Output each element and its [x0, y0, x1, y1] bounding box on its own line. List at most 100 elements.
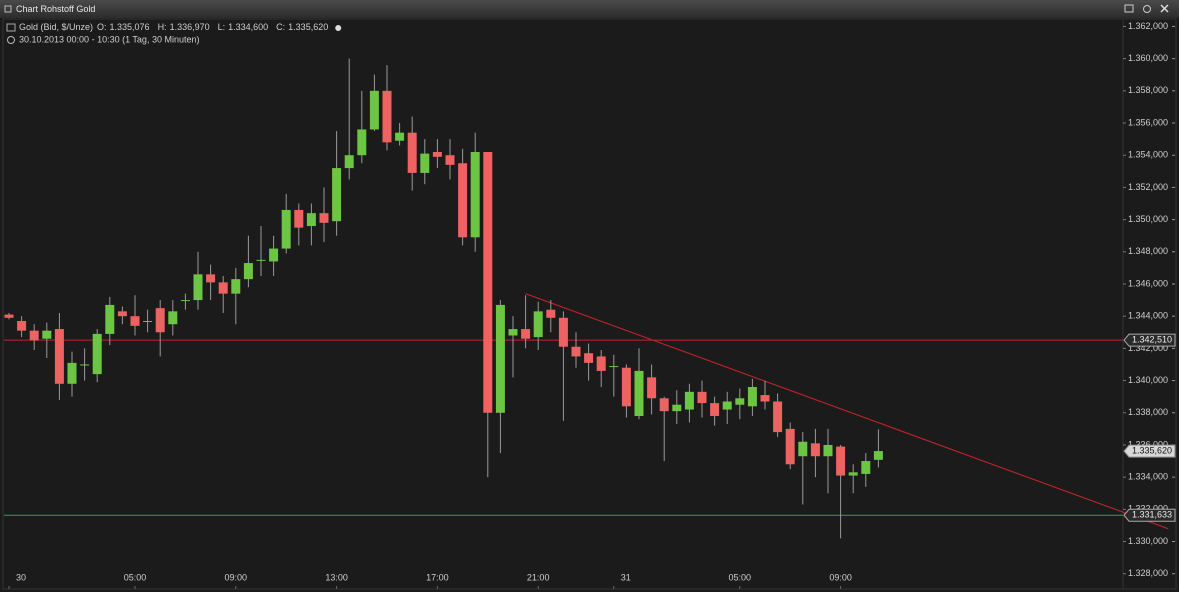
- candle-body: [29, 330, 39, 341]
- candle-body: [168, 311, 178, 325]
- hline-box: [1123, 333, 1176, 347]
- instrument-name: Gold (Bid, $/Unze): [19, 22, 93, 32]
- candle-body: [508, 329, 518, 336]
- summary-key: C:: [276, 22, 285, 32]
- candle-body: [710, 403, 720, 416]
- candle-body: [117, 311, 127, 317]
- x-tick-label: 21:00: [527, 572, 550, 582]
- y-tick-label: 1.350,000: [1128, 214, 1168, 224]
- summary-value: 1.335,076: [110, 22, 150, 32]
- x-tick-label: 09:00: [829, 572, 852, 582]
- info-button: [335, 25, 342, 31]
- candle-body: [256, 259, 266, 261]
- candle-body: [332, 168, 342, 222]
- candle-body: [747, 387, 757, 407]
- detach-button[interactable]: [1124, 4, 1134, 13]
- candle-body: [596, 356, 606, 371]
- y-tick-label: 1.328,000: [1128, 568, 1168, 578]
- period: 30.10.2013 00:00 - 10:30 (1 Tag, 30 Minu…: [19, 34, 199, 44]
- y-tick-label: 1.352,000: [1128, 182, 1168, 192]
- trendline: [525, 293, 1169, 530]
- y-tick-label: 1.334,000: [1128, 472, 1168, 482]
- candle-body: [873, 451, 883, 460]
- y-tick-label: 1.340,000: [1128, 375, 1168, 385]
- summary-key: H:: [158, 22, 167, 32]
- candle-body: [458, 163, 468, 238]
- hline-label: 1.331,633: [1132, 510, 1172, 520]
- candle-body: [848, 472, 858, 476]
- candle-body: [760, 395, 770, 402]
- y-tick-label: 1.354,000: [1128, 150, 1168, 160]
- candle-body: [357, 129, 367, 156]
- window-title: Chart Rohstoff Gold: [16, 4, 95, 14]
- candle-body: [672, 404, 682, 412]
- candle-body: [684, 391, 694, 410]
- candle-body: [722, 401, 732, 410]
- candle-body: [558, 317, 568, 347]
- candle-body: [344, 155, 354, 169]
- last-price-label: 1.335,620: [1132, 445, 1172, 455]
- y-tick-label: 1.330,000: [1128, 536, 1168, 546]
- x-tick-label: 09:00: [225, 572, 248, 582]
- candle-body: [281, 209, 291, 249]
- candle-body: [521, 329, 531, 339]
- candle-body: [143, 321, 153, 323]
- candle-body: [243, 263, 253, 280]
- candle-body: [42, 330, 52, 339]
- candle-body: [634, 370, 644, 416]
- hline-label: 1.342,510: [1132, 335, 1172, 345]
- candle-body: [395, 132, 405, 141]
- y-tick-label: 1.348,000: [1128, 246, 1168, 256]
- x-tick-label: 05:00: [124, 572, 147, 582]
- candle-body: [420, 153, 430, 173]
- candle-body: [495, 304, 505, 413]
- y-tick-label: 1.344,000: [1128, 311, 1168, 321]
- candle-body: [836, 446, 846, 476]
- x-tick-label: 17:00: [426, 572, 449, 582]
- candle-body: [180, 300, 190, 302]
- candle-body: [659, 398, 669, 412]
- summary-key: O:: [97, 22, 107, 32]
- candle-body: [218, 282, 228, 294]
- candle-body: [130, 316, 140, 326]
- candle-body: [54, 329, 64, 384]
- plot-frame: [2, 18, 1177, 590]
- y-tick-label: 1.360,000: [1128, 53, 1168, 63]
- y-tick-label: 1.362,000: [1128, 21, 1168, 31]
- candle-body: [369, 90, 379, 130]
- candle-body: [735, 398, 745, 405]
- x-tick-label: 31: [621, 572, 631, 582]
- candle-body: [206, 274, 216, 283]
- candle-body: [4, 314, 14, 318]
- title-bar: [0, 0, 1179, 18]
- x-tick-label: 30: [16, 572, 26, 582]
- settings-button[interactable]: [1143, 5, 1151, 13]
- candle-body: [609, 366, 619, 368]
- candle-body: [773, 401, 783, 433]
- window-icon: [4, 5, 12, 13]
- candle-body: [647, 377, 657, 399]
- summary-value: 1.335,620: [288, 22, 328, 32]
- y-tick-label: 1.346,000: [1128, 278, 1168, 288]
- y-tick-label: 1.358,000: [1128, 85, 1168, 95]
- chart-icon: [6, 23, 16, 32]
- close-button[interactable]: [1160, 4, 1169, 13]
- candle-body: [697, 391, 707, 404]
- candle-body: [621, 367, 631, 407]
- window-controls[interactable]: [1124, 4, 1169, 13]
- candle-body: [92, 333, 102, 375]
- candle-body: [785, 428, 795, 465]
- candle-body: [470, 151, 480, 238]
- candle-body: [105, 304, 115, 334]
- summary-value: 1.334,600: [228, 22, 268, 32]
- candle-body: [231, 279, 241, 294]
- summary-key: L:: [218, 22, 226, 32]
- y-tick-label: 1.342,000: [1128, 343, 1168, 353]
- candle-body: [319, 213, 329, 223]
- clock-icon: [7, 36, 15, 44]
- candle-body: [155, 308, 165, 333]
- candle-body: [432, 151, 442, 157]
- summary-value: 1.336,970: [170, 22, 210, 32]
